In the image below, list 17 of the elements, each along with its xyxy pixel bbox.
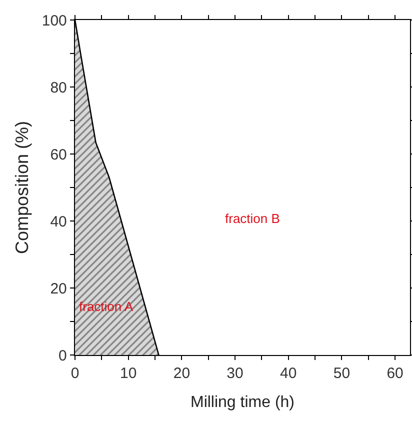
x-tick-label: 30 (226, 365, 244, 382)
x-tick-label: 50 (333, 365, 350, 382)
annotation: fraction B (225, 211, 280, 226)
x-tick-label: 60 (386, 365, 404, 382)
y-tick-label: 60 (50, 146, 67, 164)
x-tick-label: 0 (70, 365, 80, 382)
x-tick-label: 40 (280, 365, 297, 382)
y-tick-label: 0 (58, 347, 67, 364)
y-axis-title: Composition (%) (12, 120, 32, 254)
x-axis-title: Milling time (h) (190, 394, 295, 411)
x-tick-label: 20 (173, 365, 190, 382)
y-tick-label: 20 (50, 280, 67, 298)
y-tick-label: 100 (42, 12, 67, 30)
x-tick-label: 10 (120, 365, 137, 382)
annotation: fraction A (79, 299, 134, 314)
y-tick-label: 80 (50, 79, 67, 96)
y-tick-label: 40 (50, 213, 67, 230)
